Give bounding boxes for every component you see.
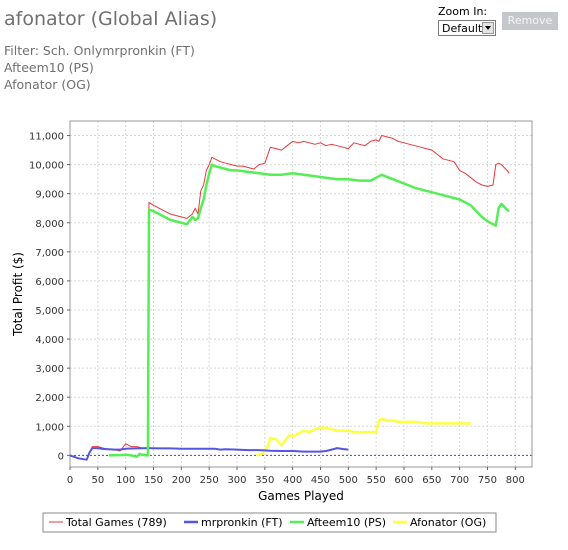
filter-line-2: Afteem10 (PS) — [4, 60, 94, 75]
x-tick-label: 650 — [422, 475, 441, 486]
y-tick-label: 7,000 — [35, 248, 64, 259]
series-line — [69, 447, 349, 461]
zoom-label: Zoom In: — [438, 5, 488, 18]
x-tick-label: 600 — [394, 475, 413, 486]
y-tick-label: 0 — [58, 451, 64, 462]
y-axis-label: Total Profit ($) — [11, 252, 25, 337]
x-tick-label: 700 — [450, 475, 469, 486]
page-title: afonator (Global Alias) — [4, 8, 218, 30]
y-tick-label: 6,000 — [35, 277, 64, 288]
x-axis-label: Games Played — [258, 489, 344, 503]
legend: Total Games (789) mrpronkin (FT) Afteem10 … — [42, 512, 497, 533]
legend-label: mrpronkin (FT) — [201, 516, 283, 529]
plot-area — [70, 121, 532, 467]
x-tick-label: 100 — [116, 475, 135, 486]
x-tick-label: 800 — [506, 475, 525, 486]
x-tick-label: 0 — [67, 475, 73, 486]
y-tick-label: 2,000 — [35, 393, 64, 404]
legend-label: Afonator (OG) — [410, 516, 486, 529]
filter-line-3: Afonator (OG) — [4, 77, 91, 92]
x-tick-label: 550 — [367, 475, 386, 486]
plot-border — [69, 120, 533, 468]
x-tick-label: 450 — [311, 475, 330, 486]
y-tick-label: 11,000 — [29, 132, 64, 143]
filter-line-1: Filter: Sch. Onlymrpronkin (FT) — [4, 43, 195, 58]
x-tick-label: 150 — [144, 475, 163, 486]
x-tick-label: 200 — [172, 475, 191, 486]
x-tick-label: 750 — [478, 475, 497, 486]
x-tick-label: 350 — [255, 475, 274, 486]
x-tick-label: 300 — [227, 475, 246, 486]
x-tick-label: 400 — [283, 475, 302, 486]
x-tick-label: 250 — [200, 475, 219, 486]
y-tick-label: 3,000 — [35, 364, 64, 375]
y-tick-label: 1,000 — [35, 422, 64, 433]
x-tick-label: 50 — [91, 475, 104, 486]
y-tick-label: 9,000 — [35, 190, 64, 201]
legend-label: Total Games (789) — [65, 516, 167, 529]
legend-label: Afteem10 (PS) — [307, 516, 386, 529]
x-tick-label: 500 — [339, 475, 358, 486]
chevron-down-icon[interactable] — [482, 22, 494, 34]
series-line — [108, 163, 510, 459]
y-tick-label: 4,000 — [35, 335, 64, 346]
y-tick-label: 5,000 — [35, 306, 64, 317]
series-line — [256, 417, 471, 457]
remove-button[interactable]: Remove — [502, 12, 558, 30]
legend-box — [42, 512, 497, 533]
y-tick-label: 10,000 — [29, 161, 64, 172]
y-tick-label: 8,000 — [35, 219, 64, 230]
zoom-select[interactable]: Default — [438, 20, 496, 36]
zoom-select-value: Default — [442, 22, 483, 35]
